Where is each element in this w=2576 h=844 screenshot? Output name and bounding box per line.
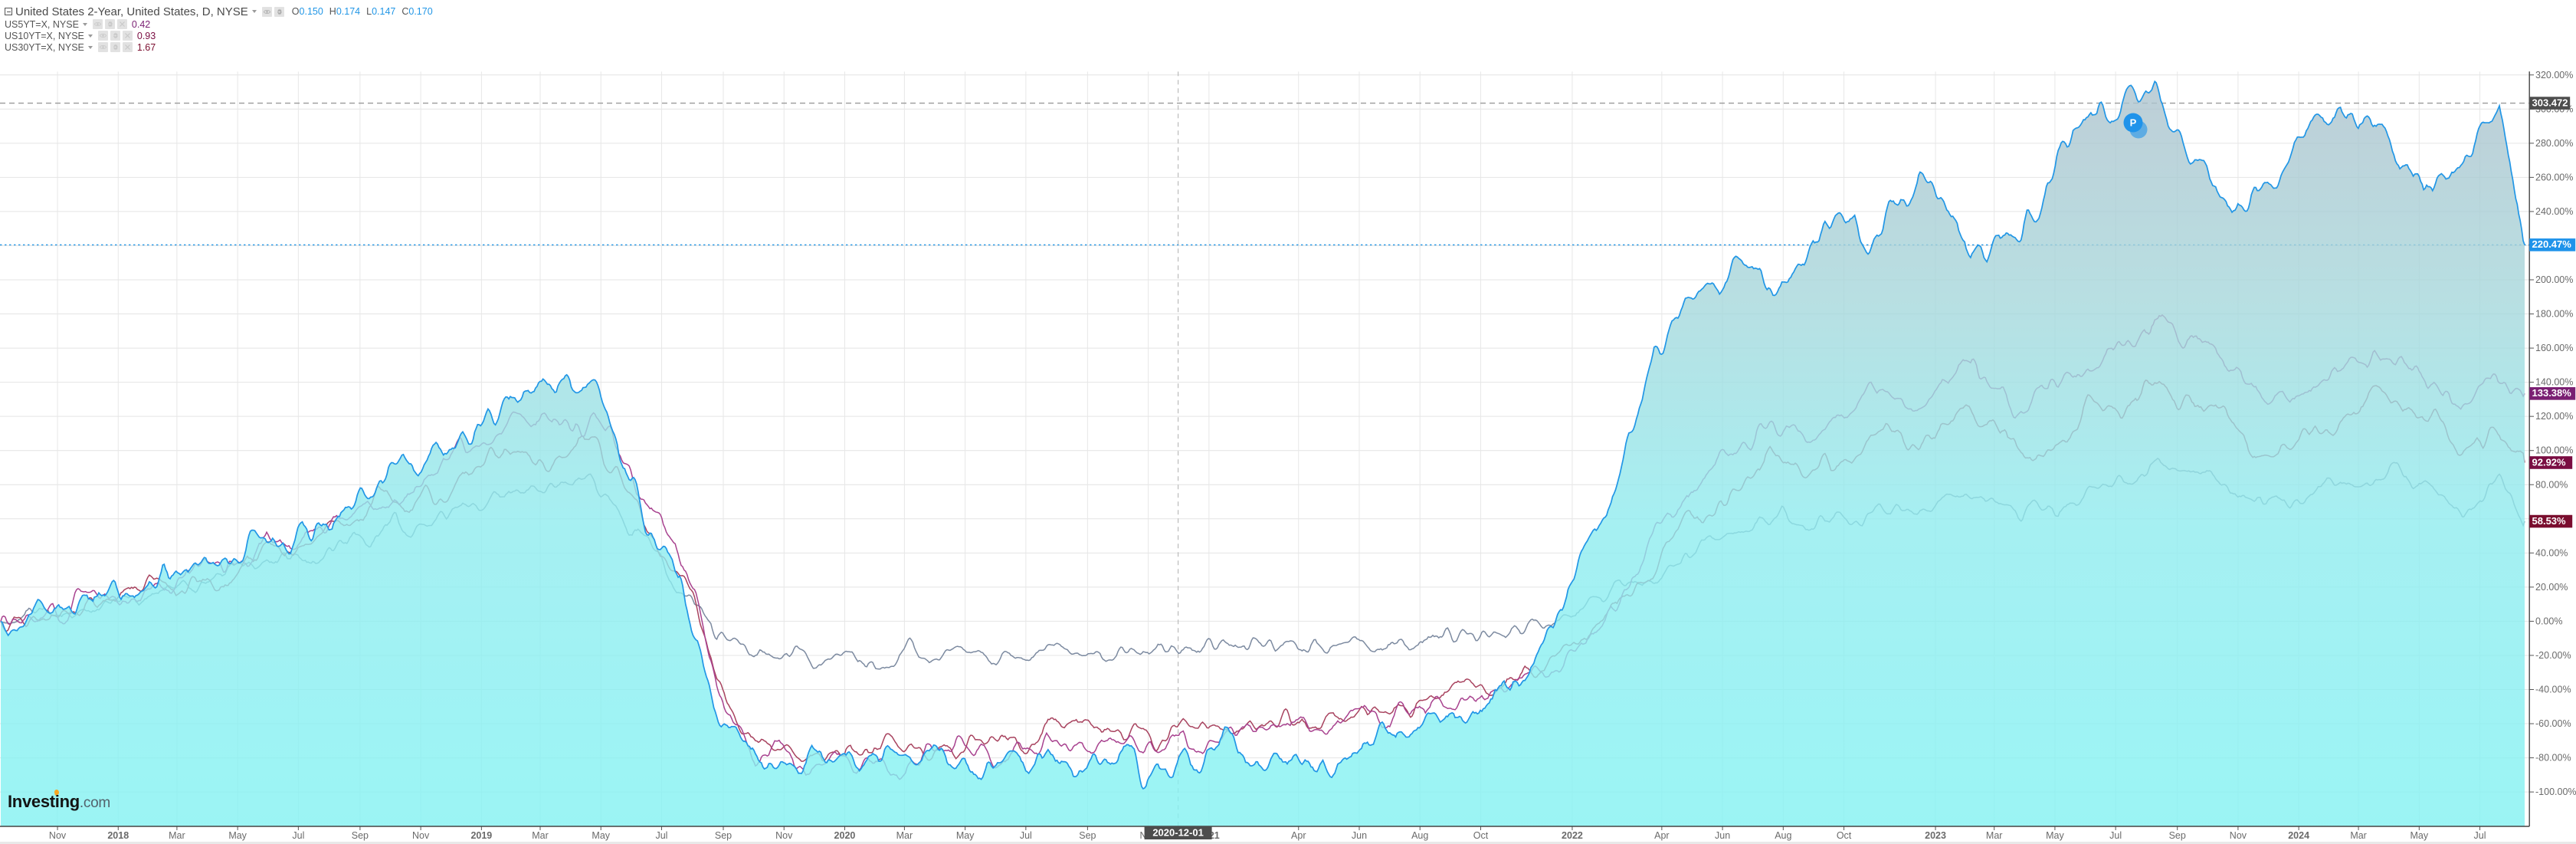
svg-text:Sep: Sep: [352, 830, 369, 841]
svg-text:140.00%: 140.00%: [2535, 377, 2573, 388]
svg-text:Apr: Apr: [1654, 830, 1669, 841]
svg-text:Sep: Sep: [2169, 830, 2186, 841]
svg-text:Mar: Mar: [169, 830, 185, 841]
svg-text:2022: 2022: [1562, 830, 1583, 841]
svg-text:2023: 2023: [1925, 830, 1946, 841]
svg-text:-80.00%: -80.00%: [2535, 753, 2571, 764]
svg-text:May: May: [2410, 830, 2429, 841]
svg-text:Jul: Jul: [2109, 830, 2122, 841]
svg-text:Mar: Mar: [1986, 830, 2003, 841]
svg-text:160.00%: 160.00%: [2535, 343, 2573, 353]
svg-text:303.472: 303.472: [2532, 97, 2568, 108]
svg-text:Apr: Apr: [1291, 830, 1306, 841]
svg-text:Nov: Nov: [412, 830, 430, 841]
svg-text:P: P: [2130, 117, 2137, 129]
svg-text:Mar: Mar: [896, 830, 913, 841]
svg-text:100.00%: 100.00%: [2535, 445, 2573, 456]
svg-text:260.00%: 260.00%: [2535, 172, 2573, 182]
svg-text:2018: 2018: [107, 830, 129, 841]
svg-text:Oct: Oct: [1837, 830, 1852, 841]
svg-text:Mar: Mar: [2350, 830, 2367, 841]
svg-text:May: May: [956, 830, 975, 841]
svg-text:Jul: Jul: [1020, 830, 1032, 841]
svg-text:2019: 2019: [470, 830, 492, 841]
svg-text:2020: 2020: [834, 830, 856, 841]
svg-text:Nov: Nov: [2230, 830, 2247, 841]
svg-text:220.47%: 220.47%: [2532, 238, 2572, 250]
svg-text:80.00%: 80.00%: [2535, 479, 2568, 490]
svg-text:280.00%: 280.00%: [2535, 138, 2573, 149]
svg-text:58.53%: 58.53%: [2532, 515, 2567, 527]
svg-text:Mar: Mar: [532, 830, 549, 841]
svg-text:-20.00%: -20.00%: [2535, 650, 2571, 661]
svg-text:May: May: [2046, 830, 2064, 841]
svg-text:Jul: Jul: [655, 830, 667, 841]
svg-text:-40.00%: -40.00%: [2535, 685, 2571, 695]
svg-text:-60.00%: -60.00%: [2535, 718, 2571, 729]
svg-text:Sep: Sep: [1079, 830, 1096, 841]
svg-text:40.00%: 40.00%: [2535, 547, 2568, 558]
svg-text:200.00%: 200.00%: [2535, 274, 2573, 285]
svg-text:Aug: Aug: [1411, 830, 1428, 841]
svg-text:0.00%: 0.00%: [2535, 616, 2562, 626]
svg-text:-100.00%: -100.00%: [2535, 787, 2576, 797]
svg-text:Aug: Aug: [1775, 830, 1791, 841]
svg-text:May: May: [228, 830, 247, 841]
svg-text:Nov: Nov: [49, 830, 67, 841]
svg-text:180.00%: 180.00%: [2535, 309, 2573, 320]
svg-text:240.00%: 240.00%: [2535, 206, 2573, 217]
svg-text:20.00%: 20.00%: [2535, 582, 2568, 593]
svg-text:2024: 2024: [2288, 830, 2309, 841]
svg-text:Jul: Jul: [2474, 830, 2486, 841]
svg-text:Jun: Jun: [1352, 830, 1367, 841]
svg-text:120.00%: 120.00%: [2535, 411, 2573, 422]
svg-text:133.38%: 133.38%: [2532, 387, 2572, 399]
svg-text:Oct: Oct: [1473, 830, 1489, 841]
svg-text:Sep: Sep: [715, 830, 732, 841]
svg-text:92.92%: 92.92%: [2532, 456, 2567, 468]
svg-text:Jul: Jul: [292, 830, 304, 841]
svg-text:Jun: Jun: [1715, 830, 1730, 841]
svg-text:May: May: [592, 830, 610, 841]
svg-text:320.00%: 320.00%: [2535, 70, 2573, 80]
svg-text:2020-12-01: 2020-12-01: [1152, 827, 1204, 839]
svg-text:Nov: Nov: [775, 830, 793, 841]
